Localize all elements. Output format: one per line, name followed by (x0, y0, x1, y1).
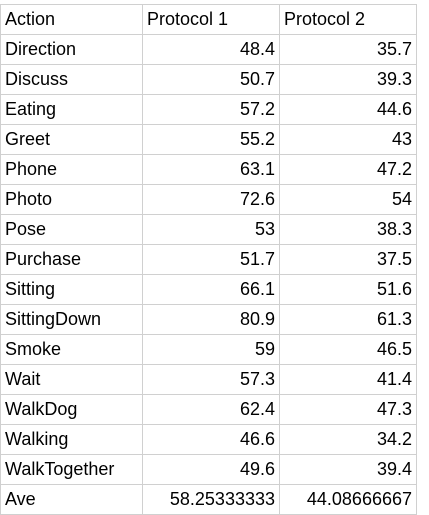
action-cell[interactable]: Ave (0, 484, 143, 515)
protocol-2-cell[interactable]: 47.2 (279, 154, 417, 185)
table-row: Purchase 51.7 37.5 (0, 244, 417, 275)
table-row: Greet 55.2 43 (0, 124, 417, 155)
protocol-2-cell[interactable]: 37.5 (279, 244, 417, 275)
action-cell[interactable]: Discuss (0, 64, 143, 95)
protocol-1-cell[interactable]: 53 (142, 214, 280, 245)
action-cell[interactable]: Sitting (0, 274, 143, 305)
action-cell[interactable]: Greet (0, 124, 143, 155)
protocol-1-cell[interactable]: 55.2 (142, 124, 280, 155)
protocol-2-cell[interactable]: 41.4 (279, 364, 417, 395)
protocol-1-cell[interactable]: 49.6 (142, 454, 280, 485)
table-row: Phone 63.1 47.2 (0, 154, 417, 185)
table-row: Walking 46.6 34.2 (0, 424, 417, 455)
protocol-1-cell[interactable]: 59 (142, 334, 280, 365)
protocol-2-cell[interactable]: 38.3 (279, 214, 417, 245)
action-cell[interactable]: Purchase (0, 244, 143, 275)
protocol-2-cell[interactable]: 61.3 (279, 304, 417, 335)
table-row: WalkTogether 49.6 39.4 (0, 454, 417, 485)
protocol-1-cell[interactable]: 46.6 (142, 424, 280, 455)
action-cell[interactable]: Photo (0, 184, 143, 215)
header-cell-action[interactable]: Action (0, 4, 143, 35)
action-cell[interactable]: Smoke (0, 334, 143, 365)
protocol-1-cell[interactable]: 66.1 (142, 274, 280, 305)
table-row: Direction 48.4 35.7 (0, 34, 417, 65)
table-row: WalkDog 62.4 47.3 (0, 394, 417, 425)
action-cell[interactable]: Eating (0, 94, 143, 125)
table-row: Discuss 50.7 39.3 (0, 64, 417, 95)
protocol-2-cell[interactable]: 46.5 (279, 334, 417, 365)
table-row: Wait 57.3 41.4 (0, 364, 417, 395)
protocol-1-cell[interactable]: 50.7 (142, 64, 280, 95)
protocol-1-cell[interactable]: 57.3 (142, 364, 280, 395)
protocol-2-cell[interactable]: 35.7 (279, 34, 417, 65)
action-cell[interactable]: Wait (0, 364, 143, 395)
action-cell[interactable]: Walking (0, 424, 143, 455)
action-cell[interactable]: WalkTogether (0, 454, 143, 485)
spreadsheet: Action Protocol 1 Protocol 2 Direction 48… (0, 4, 417, 515)
protocol-2-cell[interactable]: 34.2 (279, 424, 417, 455)
protocol-1-cell[interactable]: 80.9 (142, 304, 280, 335)
action-cell[interactable]: Phone (0, 154, 143, 185)
protocol-1-cell[interactable]: 51.7 (142, 244, 280, 275)
table-row: Sitting 66.1 51.6 (0, 274, 417, 305)
table-row: Eating 57.2 44.6 (0, 94, 417, 125)
protocol-1-cell[interactable]: 63.1 (142, 154, 280, 185)
data-table: Action Protocol 1 Protocol 2 Direction 48… (0, 4, 417, 515)
protocol-2-cell[interactable]: 44.6 (279, 94, 417, 125)
protocol-1-cell[interactable]: 62.4 (142, 394, 280, 425)
protocol-2-cell[interactable]: 44.08666667 (279, 484, 417, 515)
table-row: Smoke 59 46.5 (0, 334, 417, 365)
action-cell[interactable]: Pose (0, 214, 143, 245)
protocol-2-cell[interactable]: 47.3 (279, 394, 417, 425)
protocol-2-cell[interactable]: 54 (279, 184, 417, 215)
protocol-1-cell[interactable]: 58.25333333 (142, 484, 280, 515)
protocol-1-cell[interactable]: 72.6 (142, 184, 280, 215)
table-body: Action Protocol 1 Protocol 2 Direction 48… (0, 4, 417, 515)
protocol-1-cell[interactable]: 57.2 (142, 94, 280, 125)
header-cell-protocol-2[interactable]: Protocol 2 (279, 4, 417, 35)
header-cell-protocol-1[interactable]: Protocol 1 (142, 4, 280, 35)
protocol-1-cell[interactable]: 48.4 (142, 34, 280, 65)
action-cell[interactable]: SittingDown (0, 304, 143, 335)
protocol-2-cell[interactable]: 39.3 (279, 64, 417, 95)
protocol-2-cell[interactable]: 43 (279, 124, 417, 155)
protocol-2-cell[interactable]: 39.4 (279, 454, 417, 485)
header-row: Action Protocol 1 Protocol 2 (0, 4, 417, 35)
table-row: Ave 58.25333333 44.08666667 (0, 484, 417, 515)
action-cell[interactable]: Direction (0, 34, 143, 65)
protocol-2-cell[interactable]: 51.6 (279, 274, 417, 305)
table-row: Pose 53 38.3 (0, 214, 417, 245)
table-row: Photo 72.6 54 (0, 184, 417, 215)
table-row: SittingDown 80.9 61.3 (0, 304, 417, 335)
action-cell[interactable]: WalkDog (0, 394, 143, 425)
